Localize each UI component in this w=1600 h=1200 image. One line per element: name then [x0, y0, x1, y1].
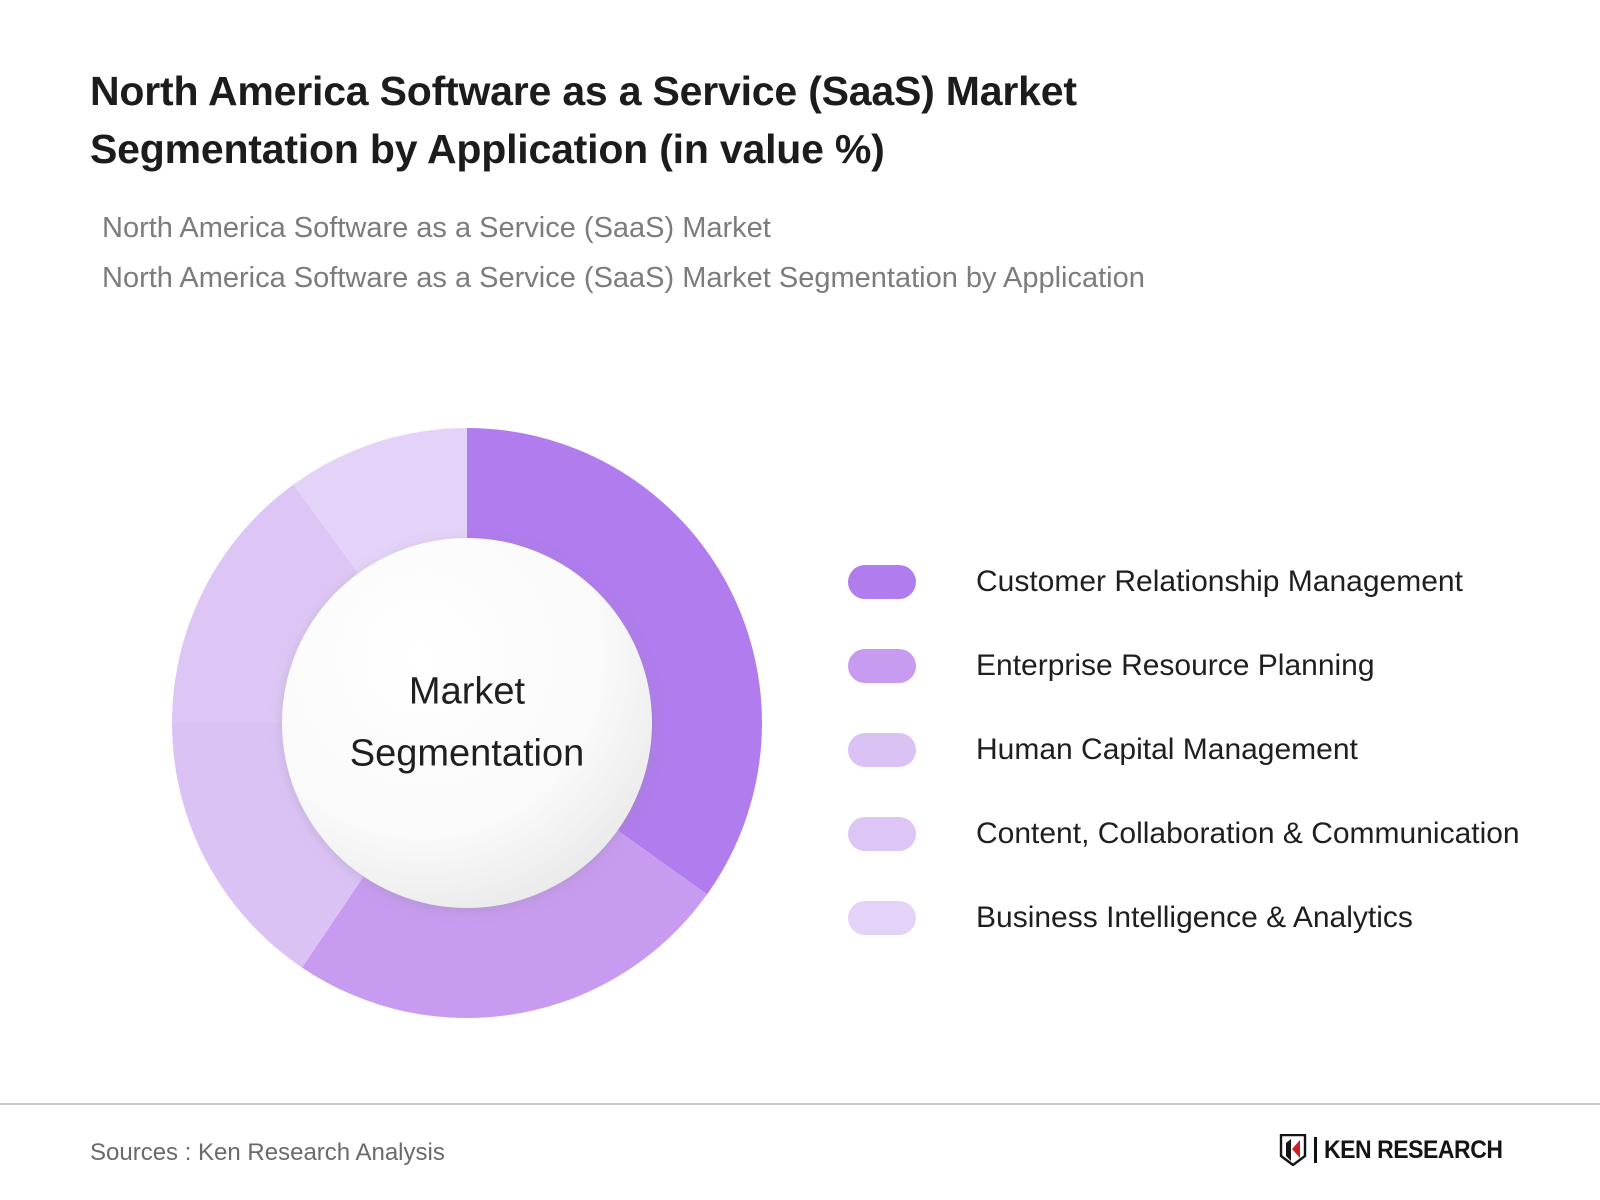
legend-swatch-icon [848, 817, 916, 851]
footer-divider [0, 1103, 1600, 1105]
header: North America Software as a Service (Saa… [90, 62, 1510, 304]
legend-swatch-icon [848, 733, 916, 767]
ken-research-logo: KEN RESEARCH [1279, 1133, 1518, 1167]
source-note: Sources : Ken Research Analysis [90, 1139, 445, 1166]
legend-item-label: Content, Collaboration & Communication [976, 817, 1520, 850]
legend-swatch-icon [848, 901, 916, 935]
chart-area: Market Segmentation Customer Relationshi… [0, 400, 1600, 1060]
legend-item-label: Human Capital Management [976, 733, 1358, 766]
donut-center-hole [282, 538, 652, 908]
legend-item[interactable]: Business Intelligence & Analytics [848, 876, 1588, 960]
legend-item-label: Customer Relationship Management [976, 565, 1463, 598]
footer: Sources : Ken Research Analysis KEN RESE… [0, 1103, 1600, 1200]
donut-chart: Market Segmentation [172, 428, 762, 1018]
page-title: North America Software as a Service (Saa… [90, 68, 1077, 173]
legend-item[interactable]: Content, Collaboration & Communication [848, 792, 1588, 876]
logo-divider [1313, 1137, 1317, 1163]
donut-chart-svg [172, 428, 762, 1018]
subtitle-line-2: North America Software as a Service (Saa… [102, 262, 1145, 295]
legend-swatch-icon [848, 649, 916, 683]
logo-wordmark: KEN RESEARCH [1323, 1135, 1503, 1164]
legend-item-label: Business Intelligence & Analytics [976, 901, 1413, 934]
chart-legend: Customer Relationship Management Enterpri… [848, 540, 1588, 960]
subtitle-block: North America Software as a Service (Saa… [102, 204, 1510, 304]
legend-item[interactable]: Human Capital Management [848, 708, 1588, 792]
legend-swatch-icon [848, 565, 916, 599]
legend-item-label: Enterprise Resource Planning [976, 649, 1375, 682]
ken-shield-icon [1279, 1134, 1307, 1166]
legend-item[interactable]: Customer Relationship Management [848, 540, 1588, 624]
subtitle-line-1: North America Software as a Service (Saa… [102, 212, 771, 245]
legend-item[interactable]: Enterprise Resource Planning [848, 624, 1588, 708]
